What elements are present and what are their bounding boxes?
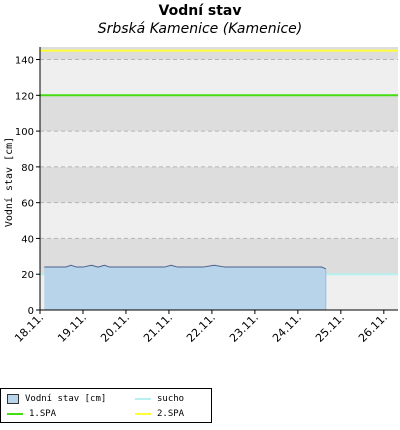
plot-band bbox=[40, 95, 398, 132]
legend-item-sucho: sucho bbox=[135, 392, 184, 406]
plot-band bbox=[40, 131, 398, 167]
y-tick-label: 120 bbox=[15, 91, 34, 102]
chart-title: Vodní stav bbox=[158, 3, 242, 19]
spa2-swatch bbox=[135, 412, 151, 415]
legend-item-2spa: 2.SPA bbox=[135, 407, 184, 421]
chart-legend: Vodní stav [cm] sucho 1.SPA 2.SPA bbox=[0, 388, 212, 423]
legend-label: 2.SPA bbox=[157, 409, 185, 419]
y-axis-label: Vodní stav [cm] bbox=[3, 137, 15, 227]
plot-band bbox=[40, 166, 398, 203]
y-tick-label: 20 bbox=[21, 270, 34, 281]
legend-label: Vodní stav [cm] bbox=[25, 394, 107, 404]
y-tick-label: 140 bbox=[15, 56, 34, 67]
legend-label: 1.SPA bbox=[29, 409, 57, 419]
legend-item-water-level: Vodní stav [cm] bbox=[7, 392, 106, 406]
x-tick-label: 25.11. bbox=[313, 311, 347, 345]
water-level-swatch bbox=[7, 393, 19, 404]
legend-item-1spa: 1.SPA bbox=[7, 407, 56, 421]
x-tick-label: 23.11. bbox=[227, 311, 261, 345]
spa1-swatch bbox=[7, 412, 23, 415]
plot-band bbox=[40, 202, 398, 239]
x-tick-label: 20.11. bbox=[98, 311, 132, 345]
x-tick-label: 19.11. bbox=[55, 311, 89, 345]
y-tick-label: 60 bbox=[21, 199, 34, 210]
y-tick-label: 80 bbox=[21, 163, 34, 174]
plot-band bbox=[40, 47, 398, 60]
chart-subtitle: Srbská Kamenice (Kamenice) bbox=[97, 21, 303, 37]
plot-band bbox=[40, 59, 398, 96]
y-tick-label: 100 bbox=[15, 127, 34, 138]
water-level-line bbox=[44, 264, 326, 270]
x-tick-label: 24.11. bbox=[270, 311, 304, 345]
x-tick-label: 22.11. bbox=[184, 311, 218, 345]
x-tick-label: 21.11. bbox=[141, 311, 175, 345]
y-tick-label: 40 bbox=[21, 234, 34, 245]
y-tick-label: 0 bbox=[28, 306, 34, 317]
water-level-area bbox=[44, 265, 326, 310]
x-tick-label: 26.11. bbox=[356, 311, 390, 345]
legend-label: sucho bbox=[157, 394, 185, 404]
sucho-swatch bbox=[135, 397, 151, 400]
